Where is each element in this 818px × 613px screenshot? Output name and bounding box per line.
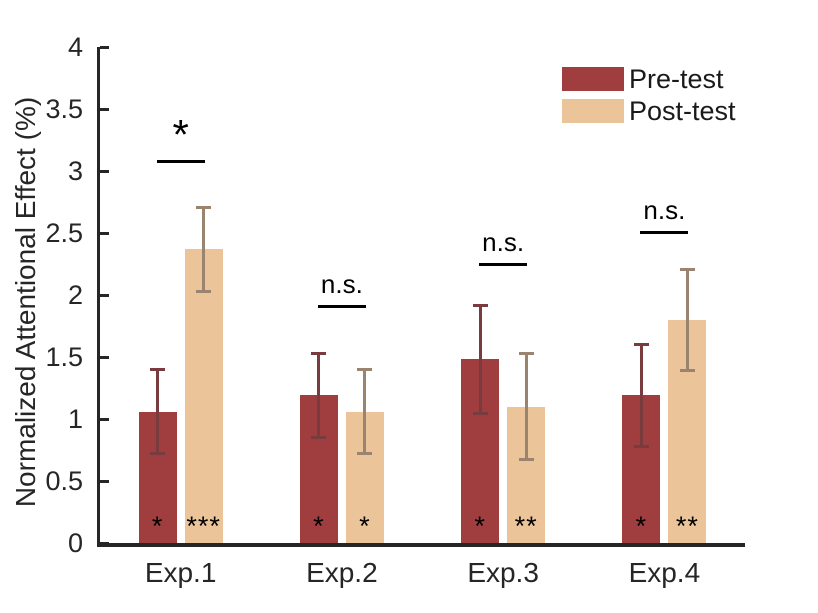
- bar-significance-label: **: [675, 511, 699, 541]
- error-bar-cap-pre-test: [311, 352, 327, 356]
- y-tick: [100, 479, 109, 483]
- error-bar-cap-post-test: [357, 368, 373, 372]
- y-tick: [100, 355, 109, 359]
- error-bar-cap-post-test: [518, 352, 534, 356]
- significance-label-exp.3: n.s.: [482, 226, 525, 257]
- bars-layer: * *** * * * ** * **: [100, 45, 745, 545]
- x-tick-labels: Exp.1 Exp.2 Exp.3 Exp.4: [100, 47, 745, 588]
- y-tick-label: 0: [67, 528, 83, 558]
- y-tick: [100, 107, 109, 111]
- x-tick-label: Exp.2: [306, 557, 378, 588]
- y-tick-label: 3: [67, 156, 83, 186]
- significance-line-exp.2: [317, 304, 366, 308]
- error-bar-cap-post-test: [196, 289, 212, 293]
- legend-row-pre-test: Pre-test: [562, 64, 736, 94]
- bar-significance-label: *: [151, 511, 164, 541]
- error-bar-cap-post-test: [679, 267, 695, 271]
- error-bar-post-test: [685, 267, 689, 372]
- significance-line-exp.1: [156, 159, 205, 163]
- error-bar-post-test: [363, 368, 367, 455]
- y-tick-label: 1: [67, 404, 83, 434]
- significance-line-exp.3: [479, 262, 528, 266]
- error-bar-cap-pre-test: [472, 303, 488, 307]
- error-bar-cap-post-test: [518, 458, 534, 462]
- plot-area: * *** * * * ** * ** * n.s. n.s. n.s. Pre-test Post-…: [97, 45, 745, 588]
- error-bar-post-test: [524, 352, 528, 462]
- error-bar-cap-pre-test: [633, 343, 649, 347]
- annotations-layer: * n.s. n.s. n.s.: [100, 47, 745, 543]
- legend-swatch-pre-test: [562, 67, 624, 91]
- y-tick-labels: 0 0.5 1 1.5 2 2.5 3 3.5 4: [0, 32, 88, 558]
- error-bar-cap-post-test: [357, 451, 373, 455]
- bar-post-test-exp.1: [184, 249, 223, 543]
- legend-label-pre-test: Pre-test: [629, 64, 724, 94]
- x-tick-label: Exp.3: [467, 557, 539, 588]
- bar-significance-label: *: [359, 511, 371, 541]
- bar-significance-label: ***: [186, 511, 221, 541]
- error-bar-cap-pre-test: [633, 444, 649, 448]
- bar-significance-label: **: [514, 511, 538, 541]
- legend-row-post-test: Post-test: [562, 96, 736, 126]
- y-tick: [100, 231, 109, 235]
- y-tick: [100, 169, 109, 173]
- significance-label-exp.4: n.s.: [643, 194, 686, 225]
- y-tick: [100, 417, 109, 421]
- y-tick-label: 0.5: [45, 466, 83, 496]
- y-tick: [100, 541, 109, 545]
- bar-significance-label: *: [313, 511, 325, 541]
- error-bar-post-test: [202, 205, 206, 293]
- bar-significance-label: *: [635, 511, 648, 541]
- bar-significance-label: *: [474, 511, 486, 541]
- error-bar-pre-test: [639, 343, 643, 448]
- y-tick-label: 2: [67, 280, 83, 310]
- error-bar-cap-post-test: [679, 368, 695, 372]
- y-tick-label: 4: [67, 32, 83, 62]
- significance-line-exp.4: [640, 230, 689, 234]
- error-bar-cap-pre-test: [472, 412, 488, 416]
- error-bar-cap-pre-test: [150, 451, 166, 455]
- error-bar-cap-pre-test: [311, 435, 327, 439]
- y-tick-label: 2.5: [45, 218, 83, 248]
- y-tick: [100, 45, 109, 49]
- y-tick: [100, 293, 109, 297]
- significance-label-exp.1: *: [172, 110, 189, 158]
- error-bar-pre-test: [478, 303, 482, 416]
- legend-label-post-test: Post-test: [629, 96, 736, 126]
- y-tick-label: 1.5: [45, 342, 83, 372]
- y-tick-label: 3.5: [45, 94, 83, 124]
- error-bar-cap-pre-test: [150, 368, 166, 372]
- x-tick-label: Exp.1: [144, 557, 217, 588]
- x-tick-label: Exp.4: [628, 557, 701, 588]
- error-bar-pre-test: [317, 352, 321, 439]
- error-bar-pre-test: [156, 368, 160, 455]
- significance-label-exp.2: n.s.: [320, 268, 363, 299]
- legend: Pre-test Post-test: [562, 64, 736, 126]
- legend-swatch-post-test: [562, 99, 624, 123]
- error-bar-cap-post-test: [196, 205, 212, 209]
